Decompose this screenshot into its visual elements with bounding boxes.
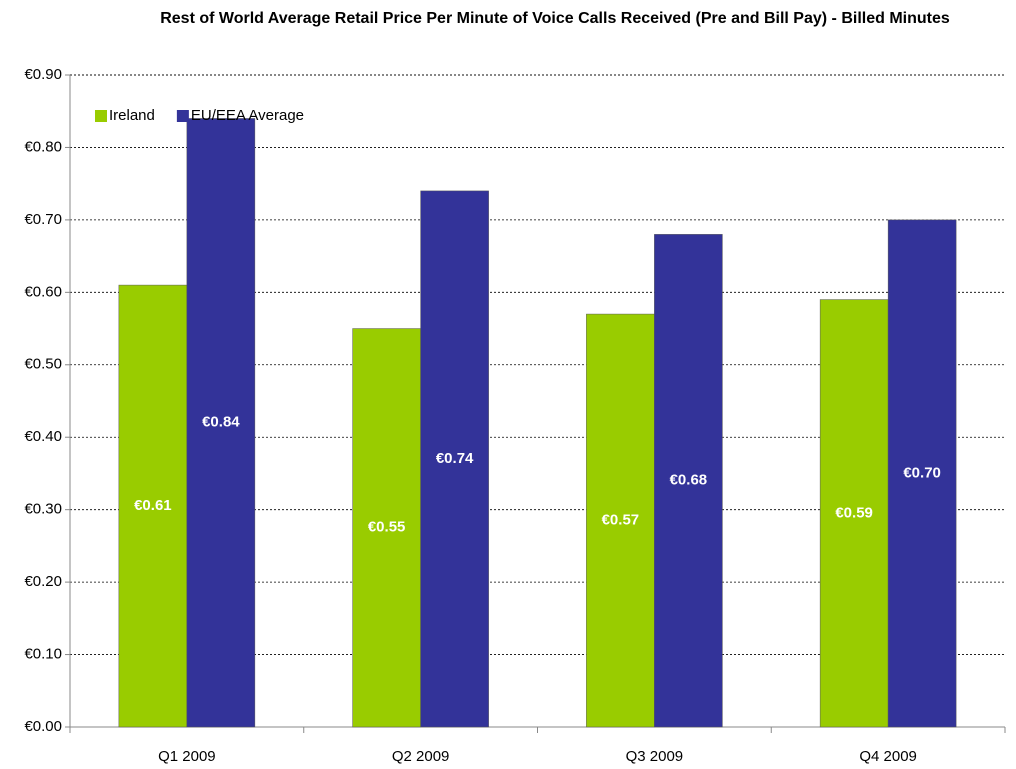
bar [352, 328, 421, 728]
x-tick-label: Q4 2009 [859, 748, 917, 765]
chart-title: Rest of World Average Retail Price Per M… [160, 10, 950, 27]
value-label: €0.55 [368, 519, 406, 536]
bar [420, 190, 489, 728]
y-tick-label: €0.80 [24, 138, 62, 155]
x-tick-label: Q2 2009 [392, 748, 450, 765]
y-tick-label: €0.20 [24, 573, 62, 590]
y-tick-label: €0.50 [24, 356, 62, 373]
bar [887, 219, 957, 728]
y-tick-label: €0.40 [24, 428, 62, 445]
value-label: €0.74 [436, 450, 474, 467]
bar [654, 234, 723, 728]
bar [819, 299, 889, 728]
y-tick-label: €0.90 [24, 66, 62, 83]
value-label: €0.61 [134, 497, 172, 514]
value-label: €0.84 [202, 414, 240, 431]
bar [118, 284, 188, 728]
bar [186, 118, 256, 728]
y-tick-label: €0.00 [24, 718, 62, 735]
legend-swatch [95, 110, 107, 122]
legend-swatch [176, 110, 189, 122]
y-tick-label: €0.30 [24, 501, 62, 518]
value-label: €0.68 [670, 472, 708, 489]
value-label: €0.59 [835, 504, 873, 521]
value-label: €0.70 [903, 464, 941, 481]
y-tick-label: €0.60 [24, 283, 62, 300]
bar [586, 313, 655, 728]
y-tick-label: €0.10 [24, 646, 62, 663]
legend-label: Ireland [109, 107, 155, 124]
value-label: €0.57 [602, 512, 640, 529]
legend-label: EU/EEA Average [191, 107, 304, 124]
x-tick-label: Q3 2009 [626, 748, 684, 765]
y-tick-label: €0.70 [24, 211, 62, 228]
x-tick-label: Q1 2009 [158, 748, 216, 765]
